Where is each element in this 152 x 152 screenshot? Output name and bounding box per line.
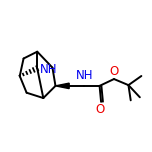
Polygon shape: [55, 83, 69, 89]
Text: NH: NH: [40, 63, 57, 76]
Text: O: O: [95, 103, 104, 116]
Text: NH: NH: [76, 69, 93, 82]
Text: O: O: [109, 64, 119, 78]
